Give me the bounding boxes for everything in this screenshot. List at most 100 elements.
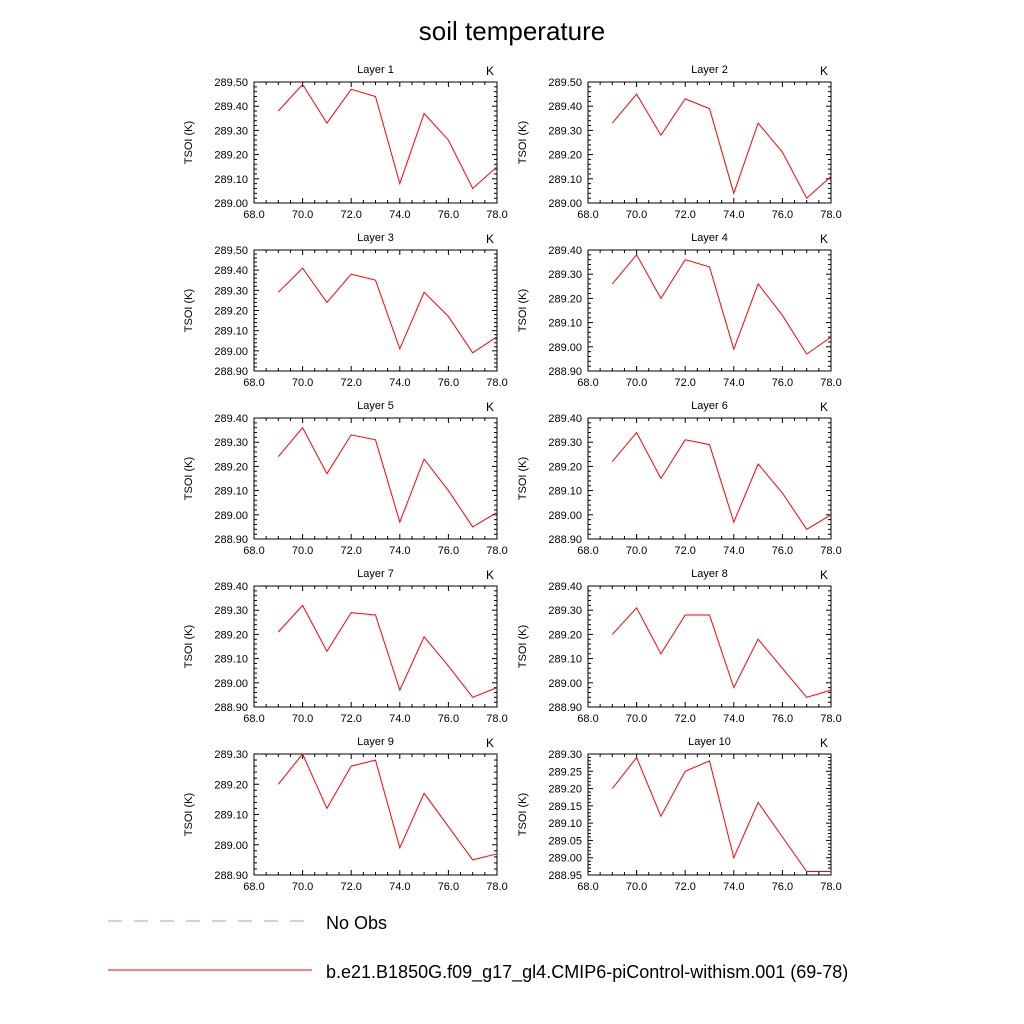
plot-frame xyxy=(587,417,832,540)
panel-units: K xyxy=(820,568,828,582)
panel-title: Layer 2 xyxy=(691,64,728,76)
legend: No Obs b.e21.B1850G.f09_g17_gl4.CMIP6-pi… xyxy=(108,913,848,983)
panel-title: Layer 9 xyxy=(357,736,394,748)
x-tick-label: 74.0 xyxy=(389,881,410,893)
y-tick-label: 289.10 xyxy=(214,174,248,186)
y-tick-label: 288.95 xyxy=(548,870,582,882)
series-line xyxy=(277,753,498,861)
x-tick-label: 68.0 xyxy=(577,881,598,893)
panel-title: Layer 5 xyxy=(357,400,394,412)
x-tick-label: 74.0 xyxy=(389,713,410,725)
y-tick-label: 288.90 xyxy=(548,534,582,546)
y-tick-label: 288.90 xyxy=(548,702,582,714)
y-tick-label: 289.40 xyxy=(214,581,248,593)
x-tick-label: 72.0 xyxy=(674,209,695,221)
panel-units: K xyxy=(486,400,494,414)
y-axis-label: TSOI (K) xyxy=(517,793,529,836)
y-tick-label: 289.15 xyxy=(548,801,582,813)
x-tick-label: 68.0 xyxy=(243,545,264,557)
y-axis-label: TSOI (K) xyxy=(183,121,195,164)
y-tick-label: 289.25 xyxy=(548,766,582,778)
series-line xyxy=(277,267,498,354)
y-tick-label: 289.40 xyxy=(214,413,248,425)
x-tick-label: 70.0 xyxy=(292,713,313,725)
y-tick-label: 289.20 xyxy=(548,461,582,473)
x-tick-label: 76.0 xyxy=(438,377,459,389)
y-tick-label: 288.90 xyxy=(214,702,248,714)
y-tick-label: 289.00 xyxy=(214,346,248,358)
y-tick-label: 289.20 xyxy=(548,150,582,162)
series-line xyxy=(611,431,832,530)
x-tick-label: 68.0 xyxy=(577,713,598,725)
y-tick-label: 289.20 xyxy=(214,461,248,473)
x-tick-label: 70.0 xyxy=(626,209,647,221)
series-line xyxy=(611,93,832,199)
y-tick-label: 289.10 xyxy=(548,654,582,666)
panel-title: Layer 10 xyxy=(688,736,731,748)
y-tick-label: 289.40 xyxy=(548,581,582,593)
y-axis-label: TSOI (K) xyxy=(517,289,529,332)
panel-5: 68.0 70.0 72.0 74.0 76.0 78.0 288.90 289.00 289.… xyxy=(183,400,508,557)
x-tick-label: 74.0 xyxy=(723,545,744,557)
panel-units: K xyxy=(486,64,494,78)
x-tick-label: 68.0 xyxy=(243,209,264,221)
panel-title: Layer 4 xyxy=(691,232,728,244)
y-axis-label: TSOI (K) xyxy=(183,457,195,500)
y-tick-label: 289.10 xyxy=(548,174,582,186)
x-tick-label: 76.0 xyxy=(772,209,793,221)
y-axis-label: TSOI (K) xyxy=(517,457,529,500)
panel-units: K xyxy=(486,736,494,750)
x-tick-label: 78.0 xyxy=(820,713,841,725)
y-tick-label: 289.20 xyxy=(214,629,248,641)
x-tick-label: 68.0 xyxy=(577,545,598,557)
x-tick-label: 78.0 xyxy=(486,713,507,725)
x-tick-label: 68.0 xyxy=(577,209,598,221)
y-tick-label: 289.10 xyxy=(548,818,582,830)
y-tick-label: 289.00 xyxy=(548,198,582,210)
x-tick-label: 70.0 xyxy=(626,713,647,725)
y-tick-label: 289.05 xyxy=(548,835,582,847)
x-tick-label: 70.0 xyxy=(292,545,313,557)
y-tick-label: 289.20 xyxy=(214,306,248,318)
panel-title: Layer 1 xyxy=(357,64,394,76)
y-tick-label: 289.00 xyxy=(548,853,582,865)
panel-units: K xyxy=(486,232,494,246)
y-tick-label: 289.00 xyxy=(214,510,248,522)
y-tick-label: 289.30 xyxy=(214,437,248,449)
x-tick-label: 78.0 xyxy=(820,545,841,557)
panel-title: Layer 3 xyxy=(357,232,394,244)
panel-3: 68.0 70.0 72.0 74.0 76.0 78.0 288.90 289.00 289.… xyxy=(183,232,508,389)
x-tick-label: 74.0 xyxy=(723,377,744,389)
x-tick-label: 78.0 xyxy=(486,209,507,221)
y-tick-label: 289.30 xyxy=(214,125,248,137)
y-tick-label: 289.40 xyxy=(214,101,248,113)
panel-9: 68.0 70.0 72.0 74.0 76.0 78.0 288.90 289.00 289.… xyxy=(183,736,508,893)
x-tick-label: 72.0 xyxy=(674,881,695,893)
x-tick-label: 70.0 xyxy=(292,881,313,893)
y-tick-label: 289.50 xyxy=(548,77,582,89)
x-tick-label: 76.0 xyxy=(772,881,793,893)
x-tick-label: 70.0 xyxy=(626,377,647,389)
legend-no-obs-label: No Obs xyxy=(326,913,387,933)
y-tick-label: 289.20 xyxy=(214,779,248,791)
series-line xyxy=(611,253,832,355)
panel-units: K xyxy=(820,64,828,78)
panel-1: 68.0 70.0 72.0 74.0 76.0 78.0 289.00 289.10 289.… xyxy=(183,64,508,221)
x-tick-label: 78.0 xyxy=(820,377,841,389)
x-tick-label: 72.0 xyxy=(340,713,361,725)
y-tick-label: 288.90 xyxy=(548,366,582,378)
x-tick-label: 72.0 xyxy=(674,377,695,389)
y-tick-label: 289.10 xyxy=(214,326,248,338)
x-tick-label: 74.0 xyxy=(723,713,744,725)
x-tick-label: 74.0 xyxy=(723,881,744,893)
y-tick-label: 289.50 xyxy=(214,245,248,257)
y-tick-label: 289.40 xyxy=(548,413,582,425)
x-tick-label: 74.0 xyxy=(723,209,744,221)
y-tick-label: 289.40 xyxy=(548,101,582,113)
panel-4: 68.0 70.0 72.0 74.0 76.0 78.0 288.90 289.00 289.… xyxy=(517,232,842,389)
panel-8: 68.0 70.0 72.0 74.0 76.0 78.0 288.90 289.00 289.… xyxy=(517,568,842,725)
panel-title: Layer 6 xyxy=(691,400,728,412)
x-tick-label: 72.0 xyxy=(674,545,695,557)
series-line xyxy=(611,606,832,698)
y-tick-label: 289.30 xyxy=(214,285,248,297)
